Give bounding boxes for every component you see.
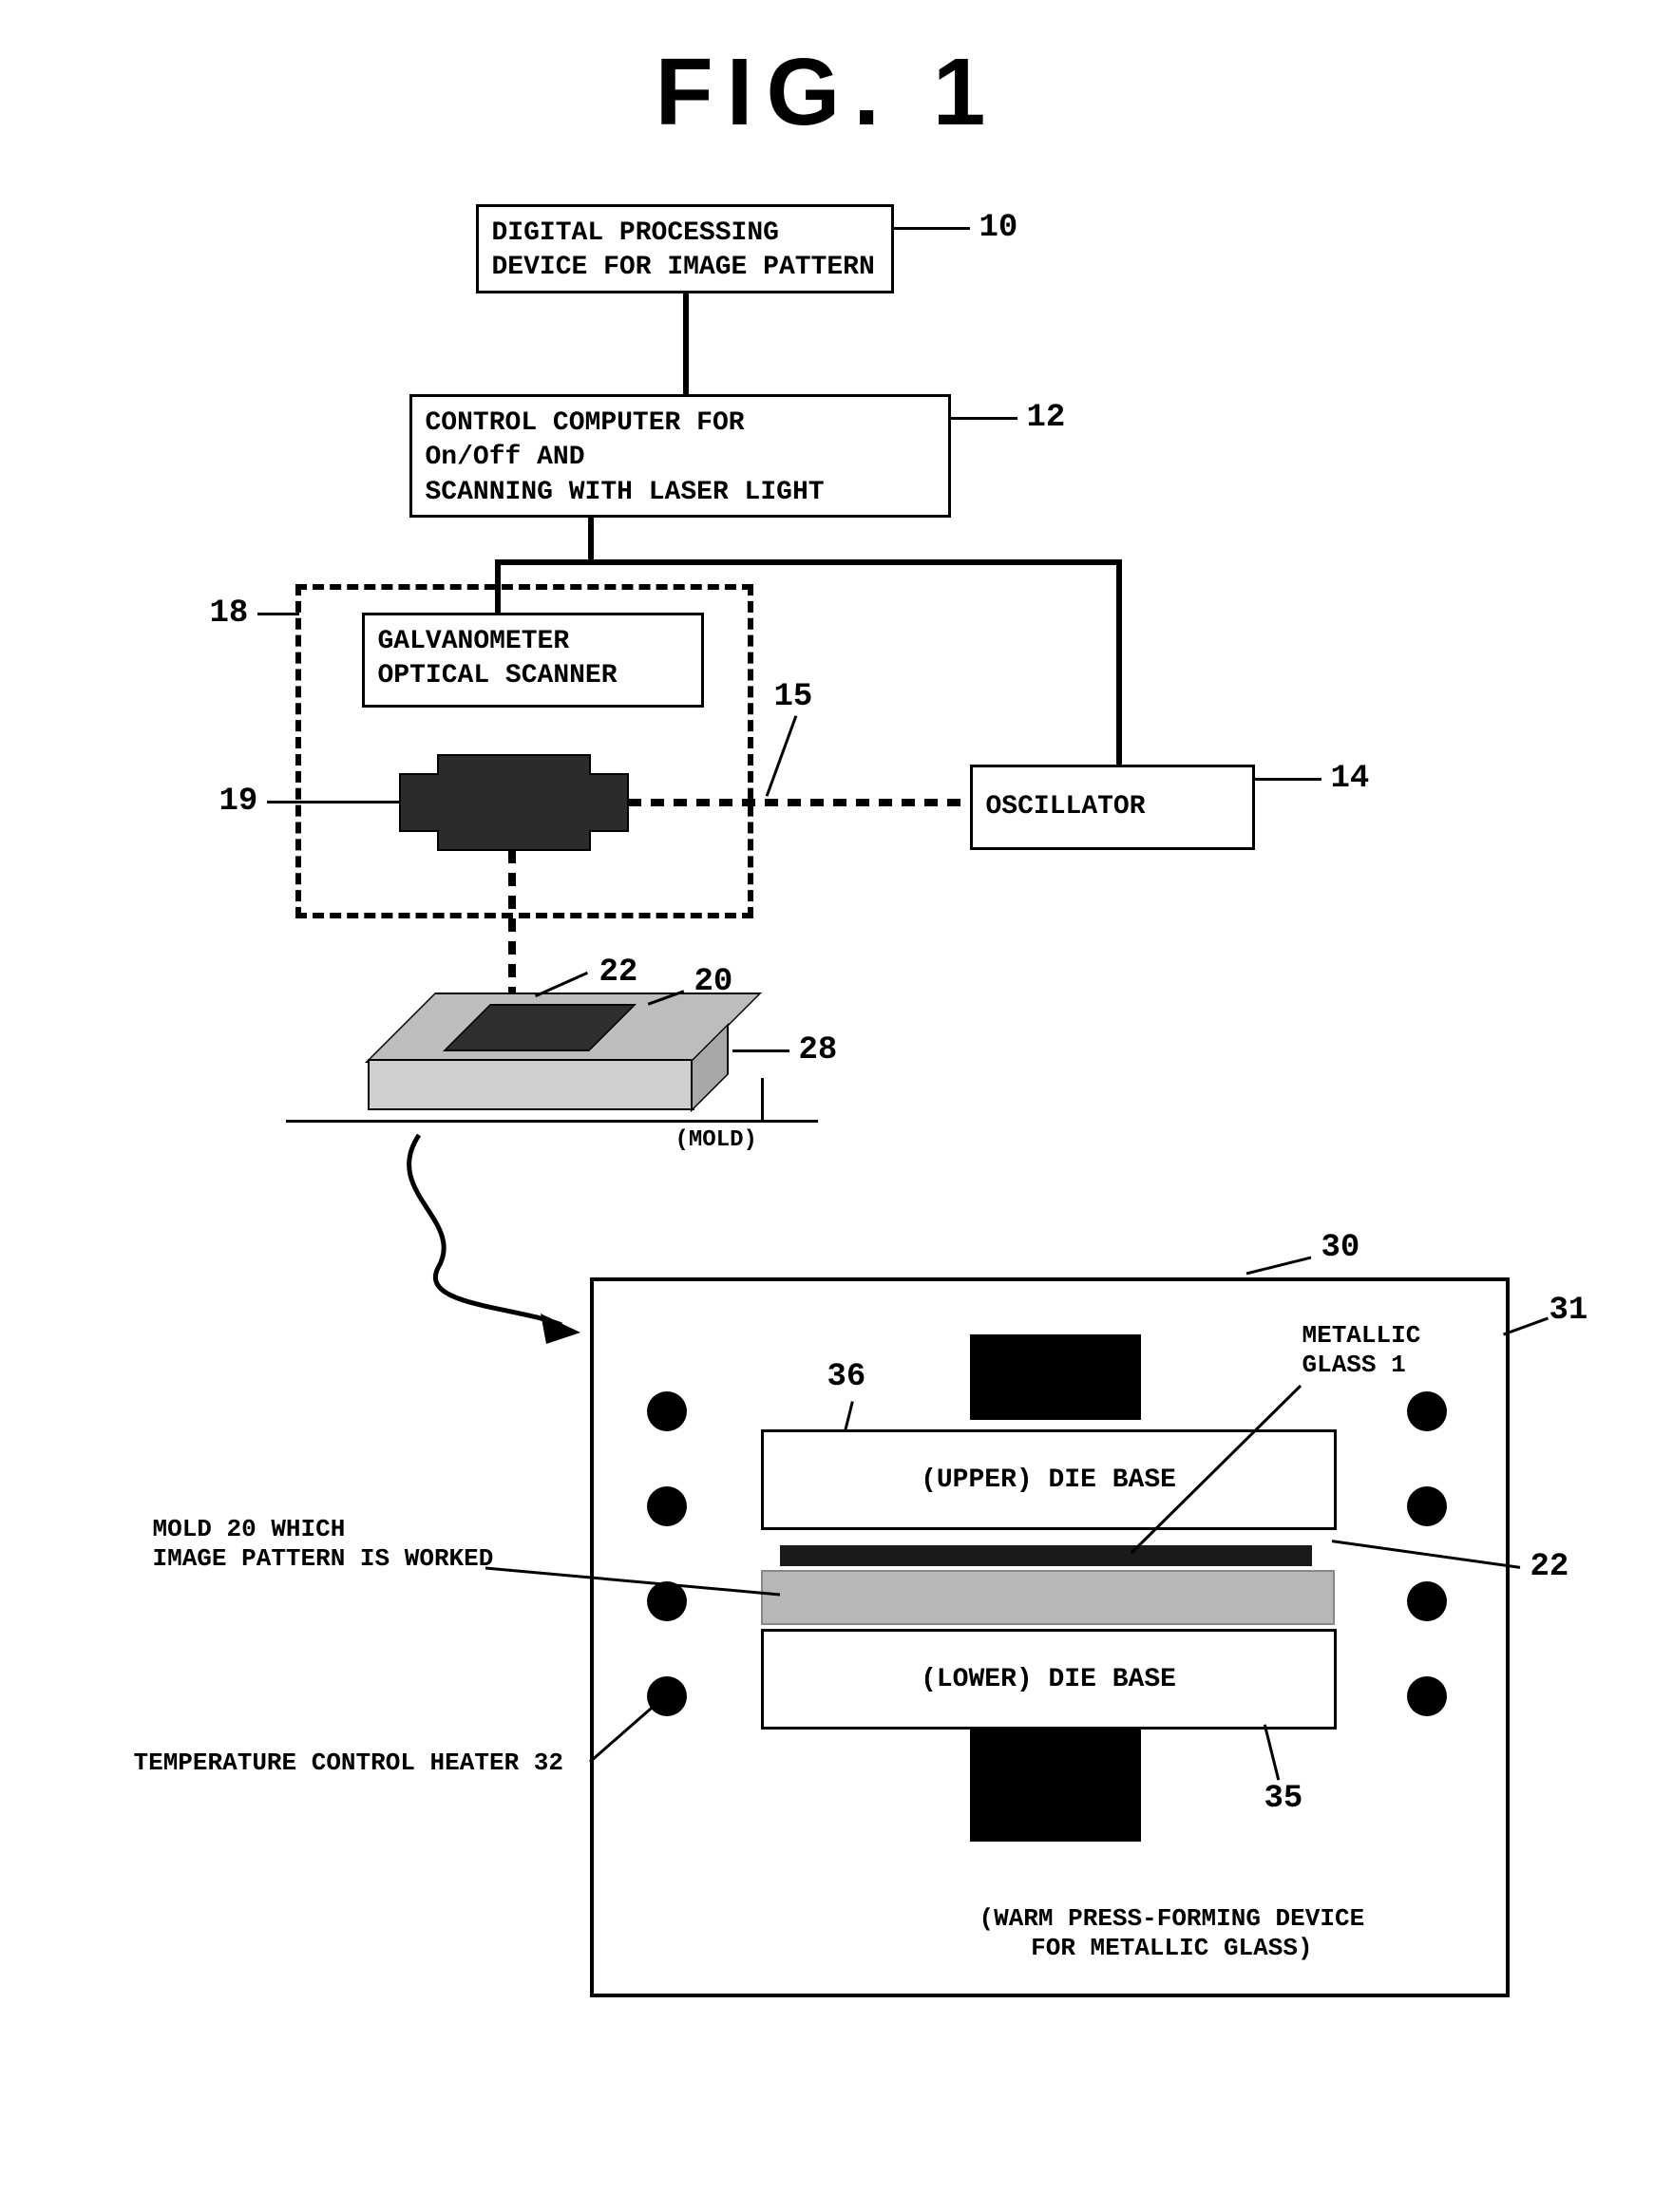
ref-line-19: [267, 801, 400, 804]
diagram-root: DIGITAL PROCESSING DEVICE FOR IMAGE PATT…: [115, 204, 1540, 2104]
heater-dot-l2: [647, 1486, 687, 1526]
squiggle-arrow: [409, 1135, 561, 1325]
heater-dot-r3: [1407, 1581, 1447, 1621]
ref-22b: 22: [1530, 1549, 1569, 1585]
ref-line-31: [1502, 1317, 1548, 1336]
ref-line-30: [1245, 1257, 1311, 1276]
mold-front: [368, 1059, 694, 1110]
ref-30: 30: [1321, 1230, 1360, 1266]
upper-die-base: (UPPER) DIE BASE: [761, 1429, 1337, 1530]
heater-dot-r2: [1407, 1486, 1447, 1526]
ref-36: 36: [827, 1359, 866, 1395]
ref-12: 12: [1027, 400, 1066, 436]
lower-die-base: (LOWER) DIE BASE: [761, 1629, 1337, 1730]
ref-line-28: [732, 1049, 789, 1052]
figure-title: FIG. 1: [38, 38, 1616, 147]
press-block-bottom: [970, 1728, 1141, 1842]
table-line-v: [761, 1078, 764, 1120]
ref-22a: 22: [599, 955, 638, 991]
conn-12-h: [495, 559, 1122, 565]
heater-dot-r4: [1407, 1676, 1447, 1716]
heater-dot-l3: [647, 1581, 687, 1621]
ref-31: 31: [1549, 1293, 1588, 1329]
mold-layer-press: [761, 1570, 1335, 1625]
block-control-computer: CONTROL COMPUTER FOR On/Off AND SCANNING…: [409, 394, 951, 518]
mold-label: (MOLD): [675, 1127, 757, 1153]
ref-18: 18: [210, 596, 249, 632]
ref-line-12: [951, 417, 1017, 420]
ref-28: 28: [799, 1032, 838, 1068]
ref-line-10: [894, 227, 970, 230]
press-caption: (WARM PRESS-FORMING DEVICE FOR METALLIC …: [979, 1904, 1365, 1963]
heater-dot-r1: [1407, 1391, 1447, 1431]
ref-19: 19: [219, 784, 258, 820]
glass-layer: [780, 1545, 1312, 1566]
block14-text: OSCILLATOR: [986, 790, 1146, 824]
lower-die-text: (LOWER) DIE BASE: [921, 1665, 1176, 1694]
heater-dot-l1: [647, 1391, 687, 1431]
heater-dot-l4: [647, 1676, 687, 1716]
conn-12-to14: [1116, 559, 1122, 765]
block18-text: GALVANOMETER OPTICAL SCANNER: [378, 627, 618, 690]
block10-text: DIGITAL PROCESSING DEVICE FOR IMAGE PATT…: [492, 218, 875, 282]
conn-12-down: [588, 518, 594, 565]
mold-worked-callout: MOLD 20 WHICH IMAGE PATTERN IS WORKED: [153, 1515, 494, 1574]
ref-line-14: [1255, 778, 1321, 781]
block-digital-processing: DIGITAL PROCESSING DEVICE FOR IMAGE PATT…: [476, 204, 894, 293]
block12-text: CONTROL COMPUTER FOR On/Off AND SCANNING…: [426, 408, 825, 507]
ref-10: 10: [979, 210, 1018, 246]
ref-line-18: [257, 613, 299, 615]
ref-15: 15: [774, 679, 813, 715]
table-line-h: [286, 1120, 818, 1123]
ref-14: 14: [1331, 761, 1370, 797]
metallic-glass-label: METALLIC GLASS 1: [1302, 1321, 1421, 1380]
squiggle-arrowhead: [541, 1314, 580, 1344]
press-block-top: [970, 1334, 1141, 1420]
ref-line-15: [765, 715, 797, 797]
block-galvanometer: GALVANOMETER OPTICAL SCANNER: [362, 613, 704, 708]
ref-20: 20: [694, 964, 733, 1000]
conn-10-12: [683, 293, 689, 394]
upper-die-text: (UPPER) DIE BASE: [921, 1465, 1176, 1495]
heater-callout: TEMPERATURE CONTROL HEATER 32: [134, 1749, 563, 1778]
block-oscillator: OSCILLATOR: [970, 765, 1255, 850]
ref-35: 35: [1264, 1781, 1303, 1817]
